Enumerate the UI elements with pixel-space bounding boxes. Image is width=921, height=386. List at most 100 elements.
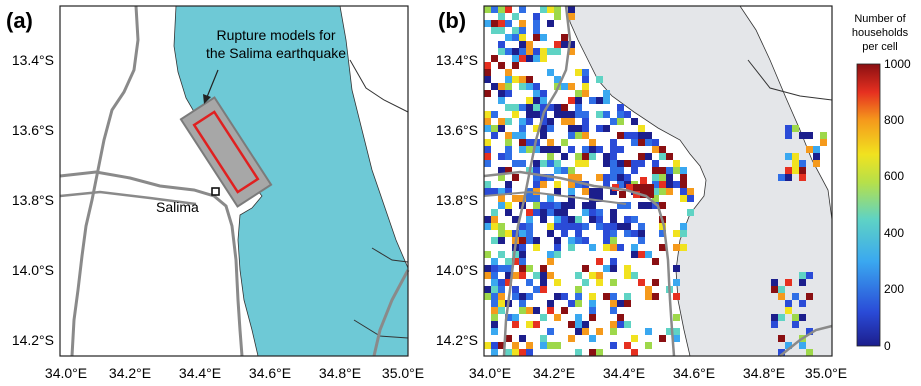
density-cell xyxy=(778,349,785,356)
density-cell xyxy=(498,20,505,27)
density-cell xyxy=(603,244,610,251)
density-cell xyxy=(505,104,512,111)
density-cell xyxy=(533,195,540,202)
density-cell xyxy=(568,244,575,251)
density-cell xyxy=(596,97,603,104)
density-cell-high xyxy=(619,191,626,198)
density-cell xyxy=(491,111,498,118)
density-cell xyxy=(484,125,491,132)
density-cell xyxy=(498,230,505,237)
density-cell xyxy=(603,265,610,272)
panel-b-label: (b) xyxy=(438,8,466,33)
density-cell xyxy=(526,265,533,272)
density-cell xyxy=(526,209,533,216)
density-cell xyxy=(519,20,526,27)
density-cell xyxy=(491,293,498,300)
density-cell xyxy=(575,216,582,223)
density-cell xyxy=(589,153,596,160)
density-cell xyxy=(484,286,491,293)
density-cell xyxy=(568,111,575,118)
density-cell xyxy=(484,146,491,153)
lat-tick-b-4: 14.0°S xyxy=(436,262,478,278)
density-cell xyxy=(568,300,575,307)
road-a2 xyxy=(59,170,244,357)
density-cell xyxy=(596,216,603,223)
density-cell xyxy=(589,146,596,153)
density-cell xyxy=(575,181,582,188)
density-cell xyxy=(813,146,820,153)
density-cell xyxy=(512,48,519,55)
density-cell xyxy=(659,202,666,209)
density-cell xyxy=(519,27,526,34)
density-cell xyxy=(491,349,498,356)
density-cell xyxy=(512,27,519,34)
density-cell xyxy=(540,216,547,223)
density-cell xyxy=(778,314,785,321)
density-cell xyxy=(673,167,680,174)
density-cell xyxy=(771,279,778,286)
density-cell xyxy=(512,195,519,202)
density-cell xyxy=(491,132,498,139)
density-cell xyxy=(596,349,603,356)
density-cell xyxy=(568,132,575,139)
density-cell xyxy=(575,97,582,104)
lat-tick-a-1: 13.4°S xyxy=(12,52,54,68)
density-cell xyxy=(652,195,659,202)
density-cell xyxy=(519,258,526,265)
density-cell-high xyxy=(647,184,654,191)
density-cell xyxy=(820,132,827,139)
density-cell xyxy=(687,209,694,216)
lon-tick-a-5: 34.8°E xyxy=(319,365,361,381)
density-cell xyxy=(512,272,519,279)
density-cell xyxy=(491,188,498,195)
density-cell xyxy=(554,111,561,118)
density-cell xyxy=(540,342,547,349)
density-cell xyxy=(568,188,575,195)
density-cell xyxy=(603,160,610,167)
density-cell xyxy=(484,69,491,76)
density-cell xyxy=(512,55,519,62)
density-cell xyxy=(631,272,638,279)
density-cell xyxy=(512,76,519,83)
density-cell-high xyxy=(647,191,654,198)
density-cell xyxy=(505,34,512,41)
density-cell xyxy=(582,209,589,216)
density-cell xyxy=(554,237,561,244)
density-cell xyxy=(589,293,596,300)
density-cell xyxy=(484,188,491,195)
density-cell xyxy=(771,321,778,328)
density-cell xyxy=(491,6,498,13)
density-cell xyxy=(610,293,617,300)
density-cell xyxy=(617,118,624,125)
density-cell xyxy=(792,153,799,160)
density-cell xyxy=(610,174,617,181)
density-cell xyxy=(505,272,512,279)
density-cell xyxy=(785,279,792,286)
density-cell xyxy=(512,216,519,223)
density-cell xyxy=(666,181,673,188)
density-cell xyxy=(596,258,603,265)
lat-tick-a-5: 14.2°S xyxy=(12,332,54,348)
annotation-line-2: the Salima earthquake xyxy=(206,45,346,61)
density-cell xyxy=(568,223,575,230)
density-cell xyxy=(533,174,540,181)
density-cell xyxy=(505,153,512,160)
density-cell xyxy=(554,76,561,83)
density-cell xyxy=(498,118,505,125)
density-cell xyxy=(568,48,575,55)
lon-tick-b-3: 34.4°E xyxy=(603,365,645,381)
density-cell xyxy=(666,328,673,335)
density-cell xyxy=(561,41,568,48)
density-cell xyxy=(596,195,603,202)
density-cell xyxy=(631,216,638,223)
density-cell xyxy=(498,342,505,349)
colorbar-tick-0: 0 xyxy=(884,339,891,353)
density-cell xyxy=(575,132,582,139)
density-cell xyxy=(519,6,526,13)
density-cell xyxy=(610,300,617,307)
density-cell xyxy=(785,300,792,307)
density-cell xyxy=(666,188,673,195)
density-cell xyxy=(484,272,491,279)
lon-tick-b-4: 34.6°E xyxy=(673,365,715,381)
density-cell xyxy=(659,167,666,174)
